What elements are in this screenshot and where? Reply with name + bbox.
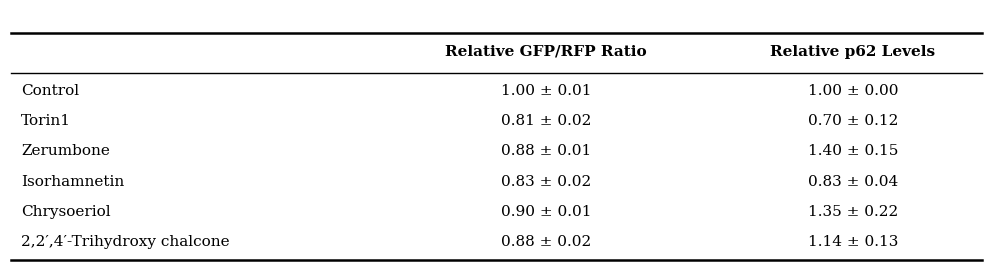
Text: 0.81 ± 0.02: 0.81 ± 0.02 <box>500 114 591 128</box>
Text: 0.70 ± 0.12: 0.70 ± 0.12 <box>807 114 898 128</box>
Text: Zerumbone: Zerumbone <box>21 144 110 158</box>
Text: 0.90 ± 0.01: 0.90 ± 0.01 <box>500 205 591 219</box>
Text: Torin1: Torin1 <box>21 114 71 128</box>
Text: 1.40 ± 0.15: 1.40 ± 0.15 <box>807 144 898 158</box>
Text: 0.88 ± 0.02: 0.88 ± 0.02 <box>500 235 591 249</box>
Text: Chrysoeriol: Chrysoeriol <box>21 205 111 219</box>
Text: 2,2′,4′-Trihydroxy chalcone: 2,2′,4′-Trihydroxy chalcone <box>21 235 229 249</box>
Text: 0.88 ± 0.01: 0.88 ± 0.01 <box>500 144 591 158</box>
Text: 1.00 ± 0.00: 1.00 ± 0.00 <box>807 84 899 97</box>
Text: 1.14 ± 0.13: 1.14 ± 0.13 <box>807 235 898 249</box>
Text: Relative p62 Levels: Relative p62 Levels <box>771 45 935 58</box>
Text: 0.83 ± 0.02: 0.83 ± 0.02 <box>500 175 591 189</box>
Text: Relative GFP/RFP Ratio: Relative GFP/RFP Ratio <box>445 45 646 58</box>
Text: 1.00 ± 0.01: 1.00 ± 0.01 <box>500 84 591 97</box>
Text: Isorhamnetin: Isorhamnetin <box>21 175 124 189</box>
Text: Control: Control <box>21 84 79 97</box>
Text: 1.35 ± 0.22: 1.35 ± 0.22 <box>808 205 898 219</box>
Text: 0.83 ± 0.04: 0.83 ± 0.04 <box>808 175 898 189</box>
